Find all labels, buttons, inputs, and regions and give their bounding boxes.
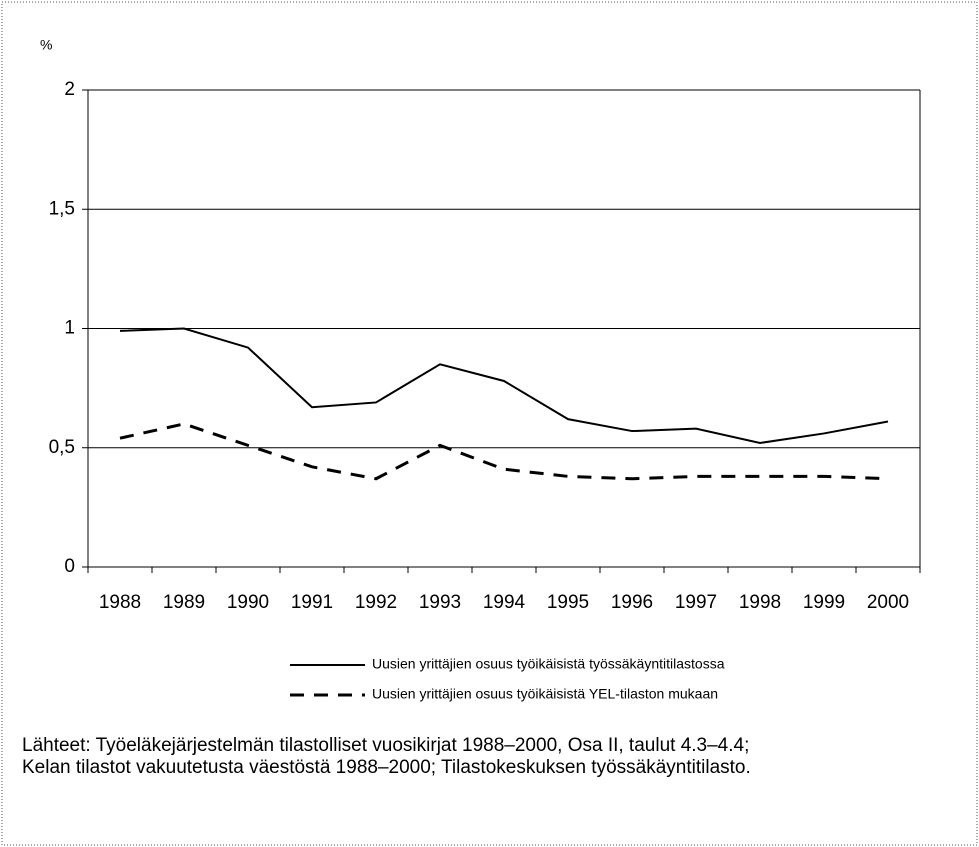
line-series	[119, 422, 889, 481]
y-tick-label: 1,5	[49, 198, 75, 219]
x-tick-label: 1993	[419, 592, 461, 613]
x-tick-label: 1994	[483, 592, 526, 613]
y-tick-label: 0	[64, 556, 75, 577]
y-tick-label: 1	[64, 318, 75, 339]
legend-label: Uusien yrittäjien osuus työikäisistä YEL…	[372, 686, 718, 702]
x-tick-label: 1999	[803, 592, 845, 613]
x-tick-label: 1988	[99, 592, 141, 613]
legend-label: Uusien yrittäjien osuus työikäisistä työ…	[372, 656, 725, 672]
source-note: Kelan tilastot vakuutetusta väestöstä 19…	[22, 757, 751, 778]
x-tick-label: 1996	[611, 592, 653, 613]
x-tick-label: 1998	[739, 592, 781, 613]
x-tick-label: 1991	[291, 592, 333, 613]
y-axis-label: %	[40, 37, 52, 53]
y-tick-label: 2	[64, 79, 75, 100]
x-tick-label: 1995	[547, 592, 589, 613]
x-tick-label: 1997	[675, 592, 717, 613]
source-note: Lähteet: Työeläkejärjestelmän tilastolli…	[22, 735, 749, 756]
line-series	[119, 327, 889, 444]
x-tick-label: 1992	[355, 592, 397, 613]
x-tick-label: 1989	[163, 592, 205, 613]
x-tick-label: 2000	[867, 592, 909, 613]
x-tick-label: 1990	[227, 592, 269, 613]
y-tick-label: 0,5	[49, 437, 75, 458]
